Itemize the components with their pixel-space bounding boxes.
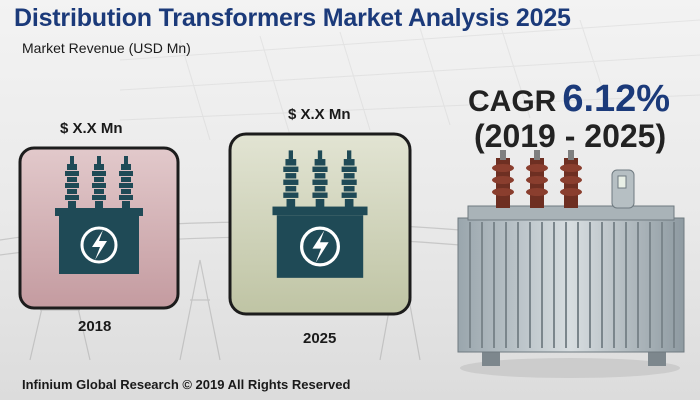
card-2018 [18, 146, 180, 310]
card-2025 [228, 132, 412, 316]
value-label-2025: $ X.X Mn [288, 106, 351, 123]
value-label-2018: $ X.X Mn [60, 120, 123, 137]
cagr-period: (2019 - 2025) [474, 118, 667, 154]
copyright-footer: Infinium Global Research © 2019 All Righ… [22, 377, 351, 392]
cagr-block: CAGR 6.12% [468, 78, 670, 121]
transformer-icon [55, 156, 143, 274]
chart-subtitle: Market Revenue (USD Mn) [22, 40, 191, 56]
solar-panel-grid [119, 19, 700, 141]
year-label-2025: 2025 [303, 330, 337, 347]
page-title: Distribution Transformers Market Analysi… [14, 4, 571, 32]
cagr-value: 6.12% [562, 78, 671, 120]
distribution-transformer-photo [457, 150, 685, 378]
cagr-label: CAGR [468, 85, 557, 118]
transformer-icon [272, 150, 368, 278]
year-label-2018: 2018 [78, 318, 112, 335]
